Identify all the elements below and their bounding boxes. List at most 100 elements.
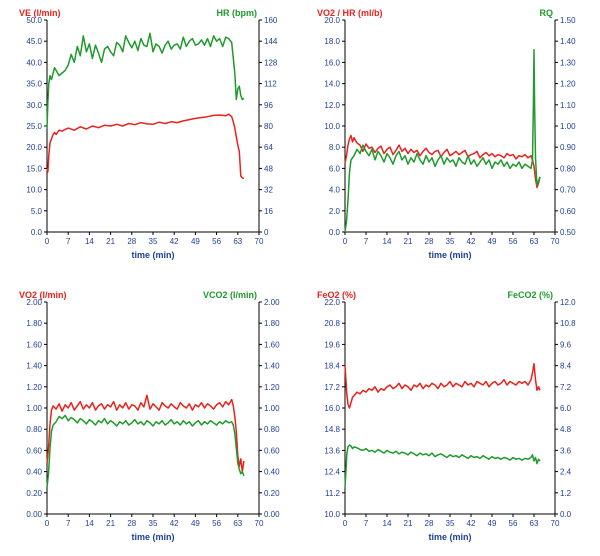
y-left-tick-label: 15.0 bbox=[26, 164, 42, 173]
x-tick-label: 42 bbox=[170, 519, 179, 528]
y-right-tick-label: 10.8 bbox=[560, 319, 576, 328]
y-right-tick-label: 64 bbox=[264, 143, 273, 152]
y-left-tick-label: 1.40 bbox=[26, 362, 42, 371]
title-right: RQ bbox=[540, 8, 554, 18]
x-tick-label: 63 bbox=[530, 237, 539, 246]
x-axis-label: time (min) bbox=[131, 532, 174, 542]
y-right-tick-label: 1.40 bbox=[264, 362, 280, 371]
y-right-tick-label: 1.20 bbox=[560, 80, 576, 89]
series-line-green bbox=[46, 414, 245, 488]
x-tick-label: 28 bbox=[127, 519, 136, 528]
y-left-tick-label: 40.0 bbox=[26, 58, 42, 67]
y-left-tick-label: 0.80 bbox=[26, 425, 42, 434]
y-left-tick-label: 0.60 bbox=[26, 446, 42, 455]
y-right-tick-label: 4.8 bbox=[560, 425, 572, 434]
y-right-tick-label: 0.90 bbox=[560, 143, 576, 152]
y-left-tick-label: 5.0 bbox=[31, 207, 43, 216]
y-left-tick-label: 0.40 bbox=[26, 468, 42, 477]
y-left-tick-label: 0.00 bbox=[26, 510, 42, 519]
x-tick-label: 35 bbox=[446, 519, 455, 528]
chart-panel-1: VE (l/min) HR (bpm) 0.0 5.0 10.0 15.0 20.0 25.0… bbox=[19, 8, 278, 260]
title-left: VO2 / HR (ml/b) bbox=[317, 8, 383, 18]
y-right-tick-label: 8.4 bbox=[560, 362, 572, 371]
title-left: VO2 (l/min) bbox=[19, 290, 67, 300]
y-right-tick-label: 0.20 bbox=[264, 489, 280, 498]
y-right-tick-label: 1.40 bbox=[560, 37, 576, 46]
y-right-tick-label: 1.10 bbox=[560, 101, 576, 110]
y-right-tick-label: 6.0 bbox=[560, 404, 572, 413]
y-left-tick-label: 11.2 bbox=[325, 489, 341, 498]
x-tick-label: 14 bbox=[85, 237, 94, 246]
y-right-tick-label: 48 bbox=[264, 164, 273, 173]
series-line-green bbox=[46, 32, 245, 129]
x-axis-label: time (min) bbox=[131, 250, 174, 260]
y-left-tick-label: 1.60 bbox=[26, 340, 42, 349]
x-tick-label: 21 bbox=[106, 237, 115, 246]
x-tick-label: 49 bbox=[191, 237, 200, 246]
y-right-tick-label: 1.30 bbox=[560, 58, 576, 67]
y-left-tick-label: 1.00 bbox=[26, 404, 42, 413]
y-right-tick-label: 1.20 bbox=[264, 383, 280, 392]
x-tick-label: 7 bbox=[66, 519, 71, 528]
x-tick-label: 63 bbox=[233, 237, 242, 246]
x-tick-label: 28 bbox=[425, 519, 434, 528]
x-tick-label: 70 bbox=[551, 519, 560, 528]
y-left-tick-label: 0.0 bbox=[31, 228, 43, 237]
y-right-tick-label: 1.2 bbox=[560, 489, 572, 498]
y-right-tick-label: 0.60 bbox=[264, 446, 280, 455]
y-right-tick-label: 0 bbox=[264, 228, 269, 237]
y-left-tick-label: 10.0 bbox=[324, 510, 340, 519]
series-line-red bbox=[46, 113, 245, 180]
y-right-tick-label: 0.0 bbox=[560, 510, 572, 519]
x-tick-label: 21 bbox=[404, 519, 413, 528]
y-right-tick-label: 128 bbox=[264, 58, 278, 67]
y-left-tick-label: 20.0 bbox=[26, 143, 42, 152]
y-left-tick-label: 4.0 bbox=[329, 186, 341, 195]
y-right-tick-label: 96 bbox=[264, 101, 273, 110]
y-left-tick-label: 12.4 bbox=[324, 468, 340, 477]
chart-panel-2: VO2 / HR (ml/b) RQ 0.0 2.0 4.0 6.0 8.0 10.0 12.0… bbox=[317, 8, 576, 260]
y-left-tick-label: 19.6 bbox=[324, 340, 340, 349]
x-tick-label: 0 bbox=[343, 237, 348, 246]
y-right-tick-label: 80 bbox=[264, 122, 273, 131]
y-left-tick-label: 8.0 bbox=[329, 143, 341, 152]
x-tick-label: 14 bbox=[383, 237, 392, 246]
x-tick-label: 49 bbox=[488, 237, 497, 246]
y-right-tick-label: 32 bbox=[264, 186, 273, 195]
title-left: FeO2 (%) bbox=[317, 290, 356, 300]
x-tick-label: 7 bbox=[364, 237, 369, 246]
y-left-tick-label: 18.4 bbox=[324, 362, 340, 371]
x-tick-label: 49 bbox=[191, 519, 200, 528]
y-left-tick-label: 16.0 bbox=[324, 404, 340, 413]
y-left-tick-label: 35.0 bbox=[26, 80, 42, 89]
chart-panel-4: FeO2 (%) FeCO2 (%) 10.0 11.2 12.4 13.6 14.8 16.… bbox=[317, 290, 576, 542]
y-left-tick-label: 10.0 bbox=[324, 122, 340, 131]
y-left-tick-label: 1.80 bbox=[26, 319, 42, 328]
y-left-tick-label: 22.0 bbox=[324, 298, 340, 307]
x-tick-label: 42 bbox=[467, 237, 476, 246]
chart-panel-3: VO2 (l/min) VCO2 (l/min) 0.00 0.20 0.40 0.60 0… bbox=[19, 290, 280, 542]
series-line-red bbox=[46, 394, 245, 473]
y-left-tick-label: 12.0 bbox=[324, 101, 340, 110]
y-right-tick-label: 0.50 bbox=[560, 228, 576, 237]
y-right-tick-label: 1.60 bbox=[264, 340, 280, 349]
title-right: FeCO2 (%) bbox=[507, 290, 553, 300]
y-right-tick-label: 0.40 bbox=[264, 468, 280, 477]
x-tick-label: 14 bbox=[383, 519, 392, 528]
x-tick-label: 0 bbox=[45, 237, 50, 246]
title-right: HR (bpm) bbox=[217, 8, 258, 18]
y-left-tick-label: 50.0 bbox=[26, 16, 42, 25]
y-left-tick-label: 14.0 bbox=[324, 80, 340, 89]
y-right-tick-label: 160 bbox=[264, 16, 278, 25]
x-tick-label: 70 bbox=[255, 519, 264, 528]
y-left-tick-label: 17.2 bbox=[324, 383, 340, 392]
y-right-tick-label: 3.6 bbox=[560, 446, 572, 455]
y-right-tick-label: 1.50 bbox=[560, 16, 576, 25]
y-left-tick-label: 6.0 bbox=[329, 164, 341, 173]
y-right-tick-label: 112 bbox=[264, 80, 277, 89]
y-right-tick-label: 144 bbox=[264, 37, 278, 46]
y-left-tick-label: 45.0 bbox=[26, 37, 42, 46]
y-right-tick-label: 1.00 bbox=[560, 122, 576, 131]
x-tick-label: 70 bbox=[551, 237, 560, 246]
